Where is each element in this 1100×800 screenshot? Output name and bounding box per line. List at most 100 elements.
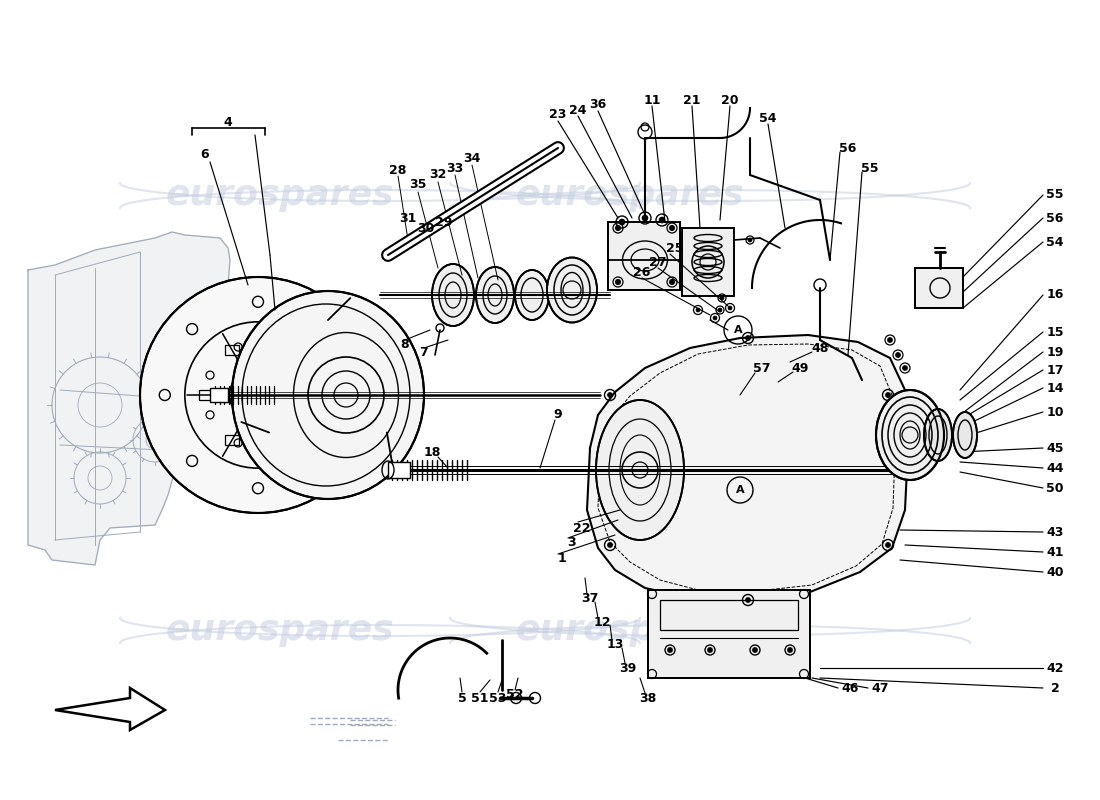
Circle shape [752,647,758,653]
Text: 15: 15 [1046,326,1064,338]
Circle shape [713,316,717,320]
Bar [210,388,228,402]
Circle shape [607,393,613,398]
Text: 53: 53 [490,691,507,705]
Text: 10: 10 [1046,406,1064,418]
Text: 13: 13 [606,638,624,651]
Text: 52: 52 [506,689,524,702]
Ellipse shape [432,264,474,326]
Text: 35: 35 [409,178,427,191]
Text: eurospares: eurospares [166,613,394,647]
Text: 45: 45 [1046,442,1064,454]
Text: 49: 49 [791,362,808,374]
Text: 27: 27 [649,255,667,269]
Ellipse shape [515,270,549,320]
Text: 7: 7 [419,346,428,358]
Text: 44: 44 [1046,462,1064,474]
Text: eurospares: eurospares [516,178,745,212]
Text: 55: 55 [861,162,879,174]
Circle shape [607,542,613,547]
Circle shape [668,647,672,653]
Text: 14: 14 [1046,382,1064,394]
Text: 30: 30 [417,222,434,234]
Text: 8: 8 [400,338,409,351]
Polygon shape [55,688,165,730]
Text: 36: 36 [590,98,606,111]
Text: 28: 28 [389,163,407,177]
Text: 31: 31 [399,211,417,225]
Text: 17: 17 [1046,363,1064,377]
Text: A: A [736,485,745,495]
Ellipse shape [547,258,597,322]
Ellipse shape [924,409,952,461]
Circle shape [748,238,752,242]
Text: 6: 6 [200,149,209,162]
Text: 20: 20 [722,94,739,106]
Text: 4: 4 [223,115,232,129]
Text: 22: 22 [573,522,591,534]
Circle shape [886,542,891,547]
Circle shape [140,277,376,513]
Text: 34: 34 [463,151,481,165]
Text: 2: 2 [1050,682,1059,694]
Circle shape [728,306,732,310]
Text: 23: 23 [549,109,566,122]
Text: 16: 16 [1046,289,1064,302]
Circle shape [616,279,620,285]
Text: 38: 38 [639,691,657,705]
Circle shape [619,219,625,225]
Text: 40: 40 [1046,566,1064,578]
Text: 19: 19 [1046,346,1064,358]
Text: 42: 42 [1046,662,1064,674]
Circle shape [888,338,892,342]
Text: 21: 21 [683,94,701,106]
Circle shape [886,393,891,398]
Text: 26: 26 [634,266,651,278]
Bar [915,268,962,308]
Text: 25: 25 [667,242,684,254]
Circle shape [788,647,792,653]
Ellipse shape [476,267,514,323]
Bar [199,390,213,400]
Text: 41: 41 [1046,546,1064,558]
Bar [915,268,962,308]
Text: 37: 37 [581,591,598,605]
Ellipse shape [876,390,944,480]
Ellipse shape [953,412,977,458]
Text: 56: 56 [1046,211,1064,225]
Circle shape [720,296,724,300]
Circle shape [696,308,700,312]
Text: 3: 3 [568,535,576,549]
Circle shape [659,217,666,223]
Text: 18: 18 [424,446,441,458]
Circle shape [642,215,648,221]
Bar [608,222,680,290]
Polygon shape [28,232,230,565]
Bar [277,345,292,355]
Circle shape [670,226,674,230]
Circle shape [895,353,901,358]
Text: 43: 43 [1046,526,1064,538]
Text: 54: 54 [759,111,777,125]
Text: 47: 47 [871,682,889,694]
Circle shape [707,647,713,653]
Text: 48: 48 [812,342,828,354]
Text: 32: 32 [429,169,447,182]
Text: 9: 9 [553,409,562,422]
Text: 5: 5 [458,691,466,705]
Circle shape [718,308,722,312]
Text: 11: 11 [644,94,661,106]
Text: 1: 1 [558,551,566,565]
Bar [660,600,798,630]
Bar [226,435,239,445]
Text: 12: 12 [593,615,611,629]
Bar [388,462,410,478]
Text: eurospares: eurospares [166,178,394,212]
Text: eurospares: eurospares [516,613,745,647]
Circle shape [746,598,750,602]
Bar [277,435,292,445]
Bar [682,228,734,296]
Bar [226,345,239,355]
Text: 24: 24 [570,103,586,117]
Polygon shape [587,335,907,600]
